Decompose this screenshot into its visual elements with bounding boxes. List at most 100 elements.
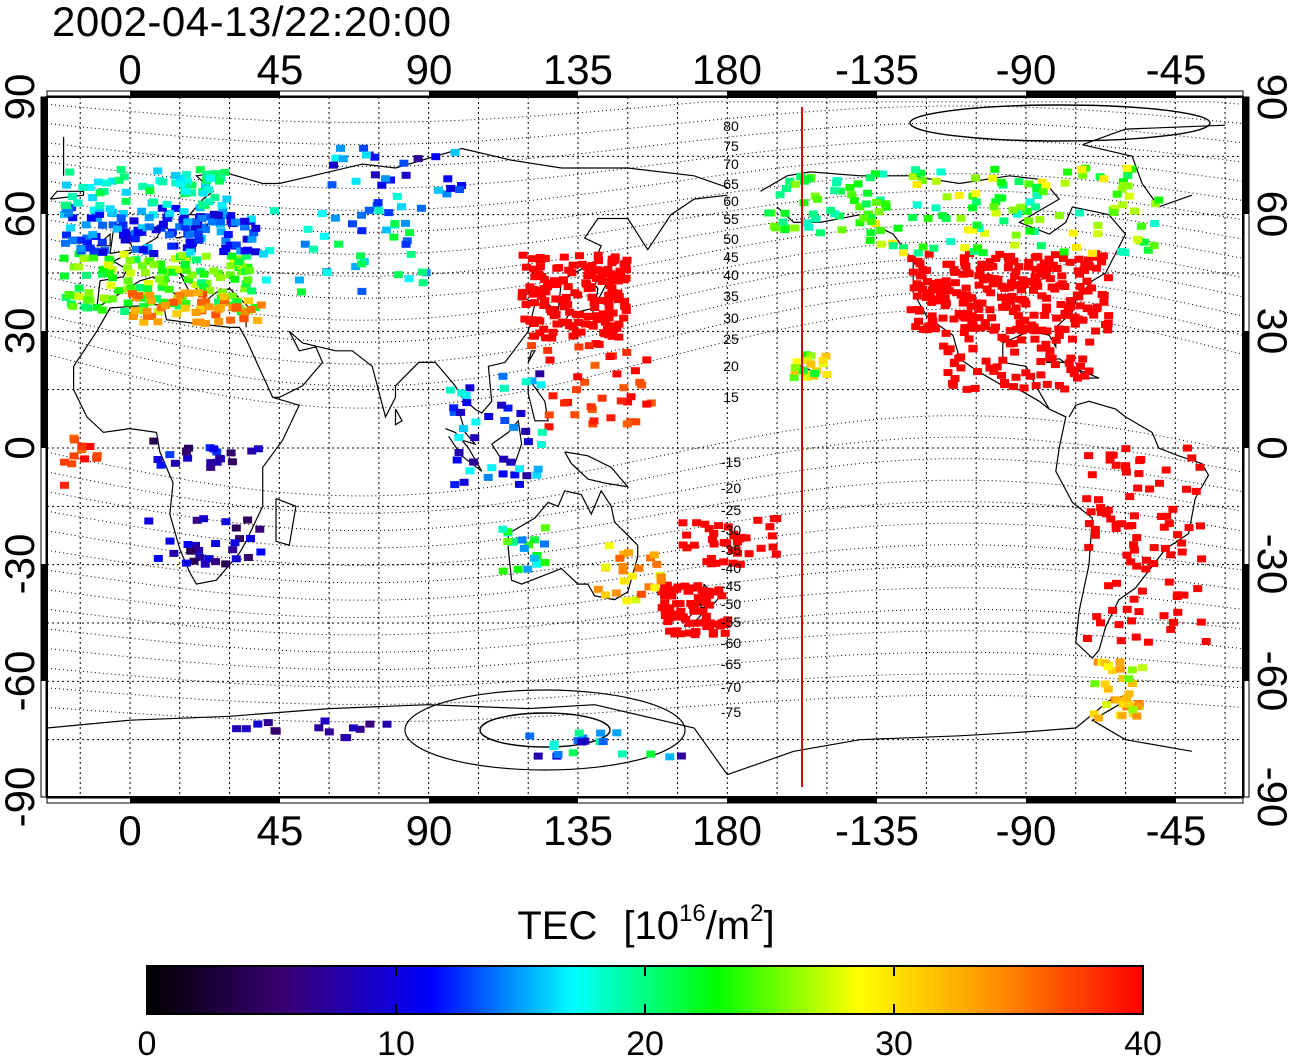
tec-sample <box>1080 372 1090 380</box>
tec-sample <box>181 266 191 274</box>
tec-sample <box>500 417 510 424</box>
tec-sample <box>959 329 969 336</box>
tec-sample <box>522 472 532 480</box>
tec-sample <box>209 267 219 275</box>
tec-sample <box>1052 314 1062 322</box>
tec-sample <box>911 166 921 174</box>
tec-sample <box>1047 283 1057 291</box>
tec-sample <box>986 289 996 297</box>
tec-sample <box>974 314 984 322</box>
tec-sample <box>997 282 1007 290</box>
tec-sample <box>631 596 641 604</box>
tec-sample <box>1127 165 1137 173</box>
tec-sample <box>529 299 539 307</box>
tec-sample <box>68 237 78 245</box>
tec-sample <box>144 257 154 265</box>
tec-sample <box>989 367 999 375</box>
mlat-label: 80 <box>723 118 739 134</box>
tec-sample <box>191 309 201 316</box>
tec-sample <box>1014 178 1024 186</box>
tec-sample <box>1010 348 1020 356</box>
tec-sample <box>768 543 778 551</box>
tec-sample <box>923 215 933 222</box>
tec-sample <box>88 194 98 202</box>
tec-sample <box>934 278 944 286</box>
tec-sample <box>709 540 719 548</box>
tec-sample <box>959 258 969 266</box>
tec-sample <box>705 601 714 609</box>
tec-sample <box>69 452 79 460</box>
tec-sample <box>587 262 597 269</box>
axis-bar-segment <box>130 798 280 803</box>
tec-sample <box>598 738 608 746</box>
tec-sample <box>147 297 156 305</box>
tec-sample <box>139 303 149 311</box>
tec-sample <box>1024 217 1034 225</box>
tec-sample <box>413 155 423 163</box>
tec-sample <box>172 310 182 318</box>
tec-sample <box>215 454 225 462</box>
tec-sample <box>95 189 105 197</box>
tec-sample <box>515 480 524 488</box>
tec-sample <box>1011 304 1021 312</box>
tec-sample <box>1044 255 1054 263</box>
tec-sample <box>1082 277 1092 285</box>
tec-sample <box>184 444 193 452</box>
tec-sample <box>1197 555 1207 563</box>
coastline <box>49 190 85 200</box>
tec-sample <box>232 303 241 311</box>
tec-sample <box>1070 313 1080 321</box>
tec-sample <box>462 399 472 407</box>
tec-sample <box>899 249 908 257</box>
tec-sample <box>577 260 587 268</box>
tec-sample <box>816 229 825 237</box>
tec-sample <box>717 592 727 600</box>
tec-sample <box>853 180 863 188</box>
tec-sample <box>206 175 215 182</box>
tec-sample <box>156 224 166 232</box>
tec-sample <box>899 244 908 252</box>
tec-sample <box>1115 665 1125 673</box>
tec-sample <box>1028 286 1038 294</box>
tec-sample <box>157 204 167 212</box>
tec-sample <box>88 231 98 239</box>
tec-sample <box>160 275 169 283</box>
tec-map: 8075706560555045403530252015-15-20-25-30… <box>0 46 1292 854</box>
tec-sample <box>1093 221 1103 229</box>
tec-sample <box>79 255 89 262</box>
tec-sample <box>1074 209 1084 217</box>
tec-sample <box>646 750 656 758</box>
tec-sample <box>627 572 637 580</box>
tec-sample <box>1004 258 1014 266</box>
tec-sample <box>1150 220 1160 227</box>
tec-sample <box>678 519 688 527</box>
tec-sample <box>667 611 677 618</box>
tec-sample <box>551 295 561 303</box>
tec-sample <box>1069 370 1079 378</box>
tec-sample <box>922 278 932 286</box>
tec-sample <box>95 201 105 209</box>
tec-sample <box>591 340 601 348</box>
tec-sample <box>1030 335 1040 343</box>
tec-sample <box>121 197 131 205</box>
tec-sample <box>931 204 941 212</box>
lat-tick-left: 30 <box>0 308 43 355</box>
tec-sample <box>62 201 71 209</box>
tec-sample <box>974 272 984 280</box>
tec-sample <box>941 299 951 307</box>
tec-sample <box>728 559 738 567</box>
tec-sample <box>158 220 168 228</box>
tec-sample <box>377 181 387 189</box>
tec-sample <box>153 555 163 562</box>
tec-sample <box>584 342 594 350</box>
tec-sample <box>790 224 800 232</box>
tec-sample <box>619 550 629 558</box>
lat-tick-left: 90 <box>0 74 43 121</box>
lat-tick-right: -60 <box>1249 651 1292 712</box>
tec-sample <box>606 291 616 299</box>
tec-sample <box>192 318 202 326</box>
tec-sample <box>217 288 227 296</box>
tec-sample <box>906 306 916 314</box>
tec-sample <box>1082 495 1092 503</box>
tec-sample <box>702 597 711 604</box>
